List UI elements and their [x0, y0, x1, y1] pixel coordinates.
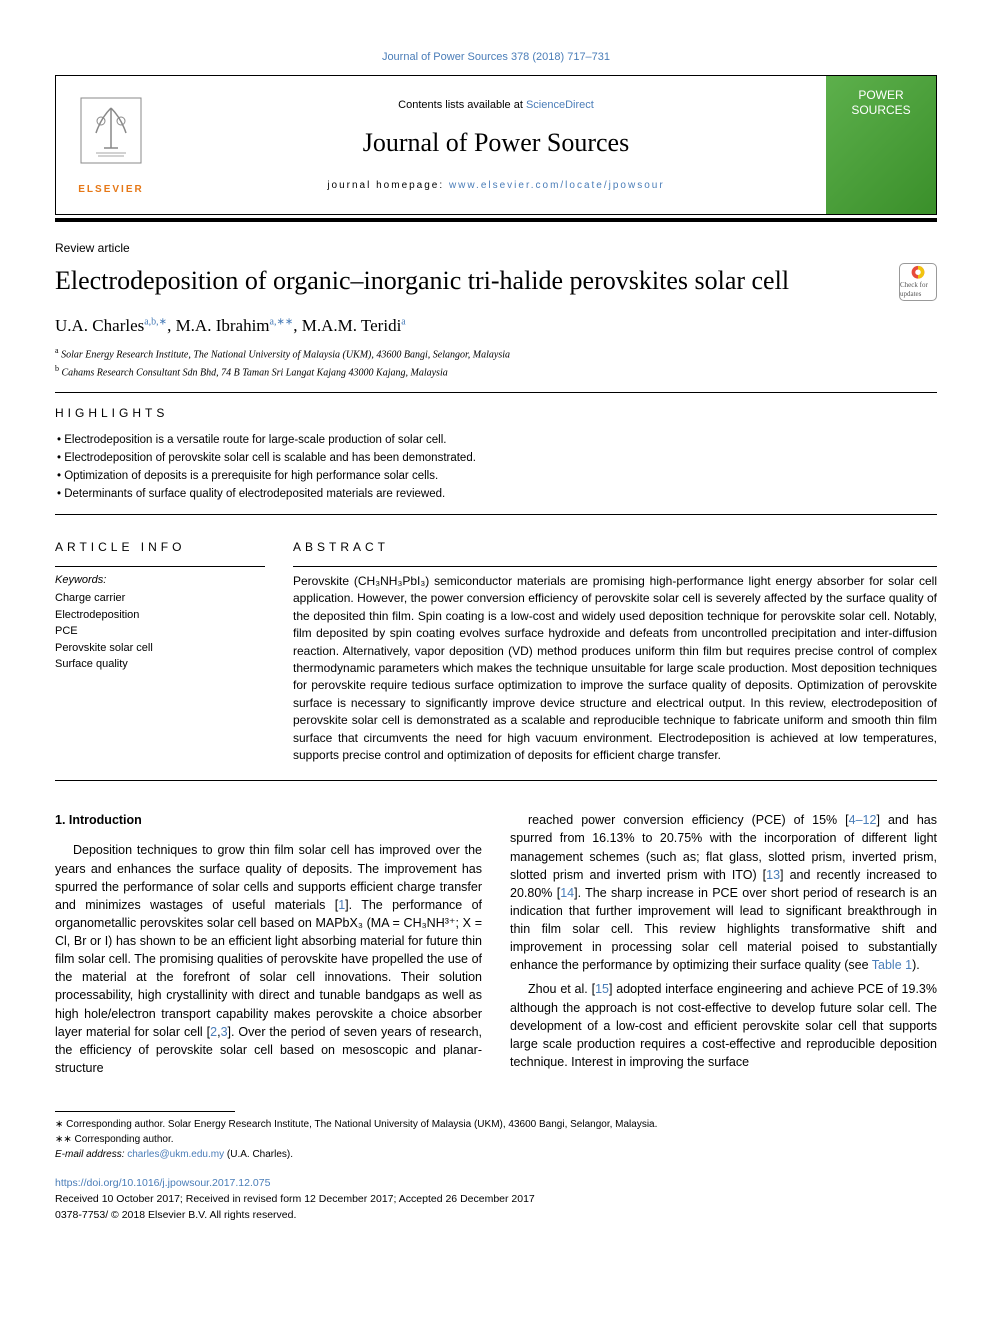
- doi-link[interactable]: https://doi.org/10.1016/j.jpowsour.2017.…: [55, 1177, 270, 1189]
- body-text: reached power conversion efficiency (PCE…: [528, 813, 849, 827]
- keyword: Charge carrier: [55, 590, 265, 607]
- article-info-label: ARTICLE INFO: [55, 539, 265, 556]
- section-heading: 1. Introduction: [55, 811, 482, 829]
- email-link[interactable]: charles@ukm.edu.my: [127, 1149, 224, 1160]
- keyword: Surface quality: [55, 656, 265, 673]
- cover-title: POWER SOURCES: [832, 88, 930, 117]
- affiliation-a: Solar Energy Research Institute, The Nat…: [61, 350, 510, 361]
- ref-link[interactable]: 14: [560, 886, 574, 900]
- crossmark-label: Check for updates: [900, 281, 936, 301]
- body-text: ).: [912, 958, 920, 972]
- keyword: Perovskite solar cell: [55, 640, 265, 657]
- body-text: ]. The performance of organometallic per…: [55, 898, 482, 1039]
- publisher-logo: ELSEVIER: [56, 76, 166, 214]
- article-info-column: ARTICLE INFO Keywords: Charge carrier El…: [55, 527, 265, 764]
- corr-mark-2: ∗∗: [55, 1134, 72, 1145]
- abstract-label: ABSTRACT: [293, 539, 937, 556]
- journal-name: Journal of Power Sources: [363, 125, 629, 161]
- journal-citation: Journal of Power Sources 378 (2018) 717–…: [55, 50, 937, 65]
- homepage-prefix: journal homepage:: [327, 180, 449, 191]
- author-2-sup: a,∗∗: [270, 316, 294, 327]
- body-column-left: 1. Introduction Deposition techniques to…: [55, 811, 482, 1077]
- homepage-url[interactable]: www.elsevier.com/locate/jpowsour: [449, 180, 665, 191]
- header-rule: [55, 218, 937, 222]
- homepage-line: journal homepage: www.elsevier.com/locat…: [327, 179, 664, 193]
- footer: ∗ Corresponding author. Solar Energy Res…: [55, 1111, 937, 1223]
- article-type: Review article: [55, 240, 937, 257]
- author-3-sup: a: [401, 316, 405, 327]
- author-1-sup: a,b,∗: [144, 316, 167, 327]
- author-3: , M.A.M. Teridi: [293, 316, 401, 335]
- crossmark-icon: [909, 264, 927, 280]
- highlight-item: Electrodeposition is a versatile route f…: [57, 432, 937, 448]
- highlight-item: Electrodeposition of perovskite solar ce…: [57, 450, 937, 466]
- email-label: E-mail address:: [55, 1149, 127, 1160]
- authors: U.A. Charlesa,b,∗, M.A. Ibrahima,∗∗, M.A…: [55, 314, 937, 338]
- highlight-item: Determinants of surface quality of elect…: [57, 486, 937, 502]
- ref-link[interactable]: 13: [766, 868, 780, 882]
- highlights: Electrodeposition is a versatile route f…: [55, 432, 937, 502]
- publisher-name: ELSEVIER: [78, 183, 143, 197]
- author-1: U.A. Charles: [55, 316, 144, 335]
- contents-prefix: Contents lists available at: [398, 99, 526, 111]
- abstract-text: Perovskite (CH₃NH₃PbI₃) semiconductor ma…: [293, 573, 937, 764]
- header-center: Contents lists available at ScienceDirec…: [166, 76, 826, 214]
- affiliations: a Solar Energy Research Institute, The N…: [55, 345, 937, 380]
- email-suffix: (U.A. Charles).: [224, 1149, 293, 1160]
- keyword: PCE: [55, 623, 265, 640]
- ref-link[interactable]: 15: [595, 982, 609, 996]
- ref-link[interactable]: 3: [221, 1025, 228, 1039]
- article-title: Electrodeposition of organic–inorganic t…: [55, 263, 887, 299]
- table-link[interactable]: Table 1: [872, 958, 912, 972]
- author-2: , M.A. Ibrahim: [167, 316, 269, 335]
- keyword: Electrodeposition: [55, 607, 265, 624]
- body-column-right: reached power conversion efficiency (PCE…: [510, 811, 937, 1077]
- highlights-label: HIGHLIGHTS: [55, 405, 937, 422]
- received-dates: Received 10 October 2017; Received in re…: [55, 1192, 937, 1208]
- journal-cover-thumbnail: POWER SOURCES: [826, 76, 936, 214]
- crossmark-badge[interactable]: Check for updates: [899, 263, 937, 301]
- contents-line: Contents lists available at ScienceDirec…: [398, 98, 594, 113]
- sciencedirect-link[interactable]: ScienceDirect: [526, 99, 594, 111]
- ref-link[interactable]: 4–12: [849, 813, 877, 827]
- body-text: Zhou et al. [: [528, 982, 595, 996]
- affiliation-b: Cahams Research Consultant Sdn Bhd, 74 B…: [62, 367, 448, 378]
- elsevier-tree-icon: [76, 93, 146, 183]
- body-text: 1. Introduction Deposition techniques to…: [55, 811, 937, 1077]
- abstract-column: ABSTRACT Perovskite (CH₃NH₃PbI₃) semicon…: [293, 527, 937, 764]
- journal-header: ELSEVIER Contents lists available at Sci…: [55, 75, 937, 215]
- keywords-label: Keywords:: [55, 573, 265, 588]
- copyright: 0378-7753/ © 2018 Elsevier B.V. All righ…: [55, 1208, 937, 1224]
- corr-text-2: Corresponding author.: [72, 1134, 174, 1145]
- corr-text-1: Corresponding author. Solar Energy Resea…: [63, 1119, 657, 1130]
- highlight-item: Optimization of deposits is a prerequisi…: [57, 468, 937, 484]
